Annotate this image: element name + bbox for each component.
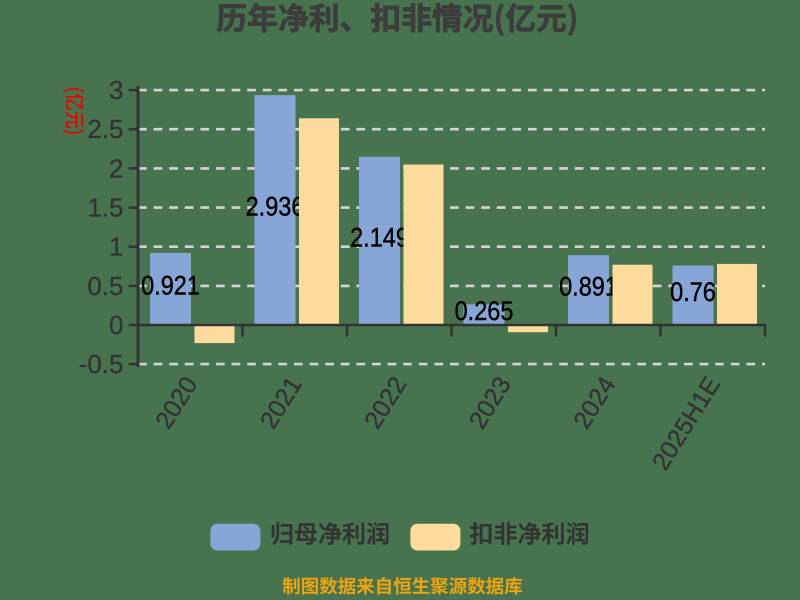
svg-text:3: 3 bbox=[109, 75, 123, 105]
svg-text:1: 1 bbox=[109, 232, 123, 262]
svg-text:0.76: 0.76 bbox=[670, 277, 716, 307]
svg-text:0.891: 0.891 bbox=[559, 272, 618, 302]
svg-text:0.5: 0.5 bbox=[87, 271, 123, 301]
svg-text:2.5: 2.5 bbox=[87, 114, 123, 144]
svg-text:0.265: 0.265 bbox=[455, 297, 514, 327]
svg-text:2.149: 2.149 bbox=[350, 223, 409, 253]
svg-text:0: 0 bbox=[109, 310, 123, 340]
svg-text:0.921: 0.921 bbox=[141, 271, 200, 301]
svg-text:-0.5: -0.5 bbox=[79, 349, 124, 379]
svg-text:2.936: 2.936 bbox=[246, 192, 305, 222]
svg-text:1.5: 1.5 bbox=[87, 193, 123, 223]
svg-text:2: 2 bbox=[109, 153, 123, 183]
